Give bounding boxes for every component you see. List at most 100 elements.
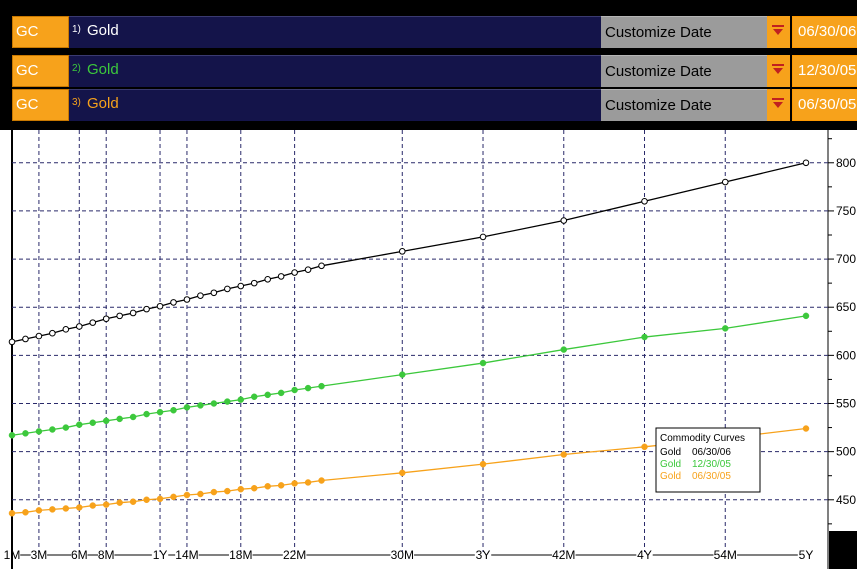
series-name-cell-1[interactable]: 1) Gold bbox=[69, 16, 601, 48]
x-tick-label: 3Y bbox=[476, 548, 491, 562]
data-point-3 bbox=[76, 504, 83, 511]
date-mode-dropdown-2[interactable]: Customize Date bbox=[601, 55, 767, 87]
date-field-2[interactable]: 12/30/05 bbox=[792, 55, 857, 87]
data-point-1 bbox=[170, 299, 177, 306]
data-point-2 bbox=[722, 325, 729, 332]
data-point-3 bbox=[62, 505, 70, 512]
series-name-cell-3[interactable]: 3) Gold bbox=[69, 89, 601, 121]
data-point-1 bbox=[560, 217, 568, 224]
data-point-3 bbox=[291, 480, 298, 487]
data-point-1 bbox=[89, 319, 97, 326]
data-point-3 bbox=[102, 501, 110, 508]
x-tick-label: 14M bbox=[175, 548, 198, 562]
series-name-2: Gold bbox=[87, 61, 119, 78]
ticker-field-2[interactable]: GC bbox=[12, 55, 69, 87]
data-point-3 bbox=[277, 482, 285, 489]
data-point-2 bbox=[197, 402, 204, 409]
dropdown-arrow-icon[interactable] bbox=[767, 16, 790, 48]
x-tick-label: 30M bbox=[391, 548, 414, 562]
data-point-2 bbox=[170, 406, 177, 414]
y-tick-label: 500 bbox=[836, 445, 856, 459]
data-point-1 bbox=[304, 266, 312, 273]
data-point-1 bbox=[183, 296, 191, 303]
legend-series-date: 12/30/05 bbox=[692, 459, 731, 470]
data-point-2 bbox=[76, 421, 83, 428]
data-point-1 bbox=[237, 282, 245, 290]
date-field-1[interactable]: 06/30/06 bbox=[792, 16, 857, 48]
ticker-field-1[interactable]: GC bbox=[12, 16, 69, 48]
data-point-2 bbox=[560, 346, 568, 353]
data-point-2 bbox=[102, 417, 110, 425]
y-tick-label: 600 bbox=[836, 348, 856, 362]
x-tick-label: 1M bbox=[4, 548, 21, 562]
data-point-3 bbox=[264, 483, 271, 490]
date-mode-dropdown-3[interactable]: Customize Date bbox=[601, 89, 767, 121]
series-number-3: 3) bbox=[72, 97, 81, 108]
data-point-1 bbox=[277, 273, 285, 280]
data-point-2 bbox=[35, 428, 43, 435]
data-point-1 bbox=[49, 329, 56, 337]
data-point-3 bbox=[197, 490, 204, 498]
data-point-1 bbox=[116, 312, 123, 320]
legend-series-date: 06/30/05 bbox=[692, 471, 731, 482]
data-point-3 bbox=[22, 509, 29, 516]
x-tick-label: 5Y bbox=[799, 548, 814, 562]
data-point-1 bbox=[35, 332, 43, 340]
ticker-field-3[interactable]: GC bbox=[12, 89, 69, 121]
series-name-cell-2[interactable]: 2) Gold bbox=[69, 55, 601, 87]
data-point-2 bbox=[116, 415, 123, 423]
data-point-1 bbox=[264, 275, 271, 283]
dropdown-arrow-icon[interactable] bbox=[767, 55, 790, 87]
data-point-1 bbox=[398, 248, 406, 255]
data-point-2 bbox=[143, 410, 150, 418]
data-point-2 bbox=[250, 393, 258, 401]
date-field-3[interactable]: 06/30/05 bbox=[792, 89, 857, 121]
y-tick-label: 700 bbox=[836, 252, 856, 266]
legend-series-name: Gold bbox=[660, 459, 681, 470]
data-point-1 bbox=[62, 326, 70, 333]
dropdown-arrow-icon[interactable] bbox=[767, 89, 790, 121]
x-tick-label: 22M bbox=[283, 548, 306, 562]
x-tick-label: 1Y bbox=[153, 548, 168, 562]
y-tick-label: 800 bbox=[836, 156, 856, 170]
chart-legend: Commodity Curves Gold 06/30/06 Gold 12/30/05… bbox=[655, 427, 761, 493]
x-tick-label: 4Y bbox=[637, 548, 652, 562]
series-row-1: GC 1) Gold Customize Date 06/30/06 bbox=[0, 16, 857, 48]
data-point-3 bbox=[89, 502, 96, 509]
date-mode-dropdown-1[interactable]: Customize Date bbox=[601, 16, 767, 48]
data-point-3 bbox=[318, 477, 325, 484]
data-point-1 bbox=[802, 159, 810, 167]
y-tick-label: 650 bbox=[836, 300, 856, 314]
data-point-2 bbox=[237, 396, 245, 403]
data-point-3 bbox=[479, 460, 487, 468]
data-point-1 bbox=[143, 305, 150, 313]
data-point-1 bbox=[721, 178, 729, 186]
data-point-1 bbox=[641, 197, 648, 205]
data-point-1 bbox=[479, 233, 487, 241]
x-tick-label: 18M bbox=[229, 548, 252, 562]
data-point-3 bbox=[143, 496, 150, 504]
y-tick-label: 450 bbox=[836, 493, 856, 507]
data-point-2 bbox=[291, 386, 298, 394]
series-row-3: GC 3) Gold Customize Date 06/30/05 bbox=[0, 89, 857, 121]
data-point-2 bbox=[210, 400, 218, 407]
data-point-2 bbox=[156, 408, 164, 416]
data-point-3 bbox=[8, 510, 16, 517]
data-point-2 bbox=[22, 430, 29, 437]
data-point-2 bbox=[399, 371, 406, 378]
x-tick-label: 54M bbox=[714, 548, 737, 562]
legend-box bbox=[655, 427, 761, 493]
data-point-1 bbox=[102, 315, 110, 323]
data-point-1 bbox=[75, 323, 83, 330]
data-point-3 bbox=[116, 499, 123, 506]
data-point-3 bbox=[560, 451, 568, 458]
legend-series-date: 06/30/06 bbox=[692, 447, 731, 458]
data-point-2 bbox=[802, 312, 810, 320]
series-selector-panel: GC 1) Gold Customize Date 06/30/06 GC 2)… bbox=[0, 0, 857, 128]
y-tick-label: 550 bbox=[836, 396, 856, 410]
data-point-1 bbox=[8, 338, 16, 346]
data-point-3 bbox=[49, 506, 56, 513]
data-point-2 bbox=[62, 424, 70, 431]
data-point-2 bbox=[264, 391, 271, 399]
legend-series-name: Gold bbox=[660, 447, 681, 458]
